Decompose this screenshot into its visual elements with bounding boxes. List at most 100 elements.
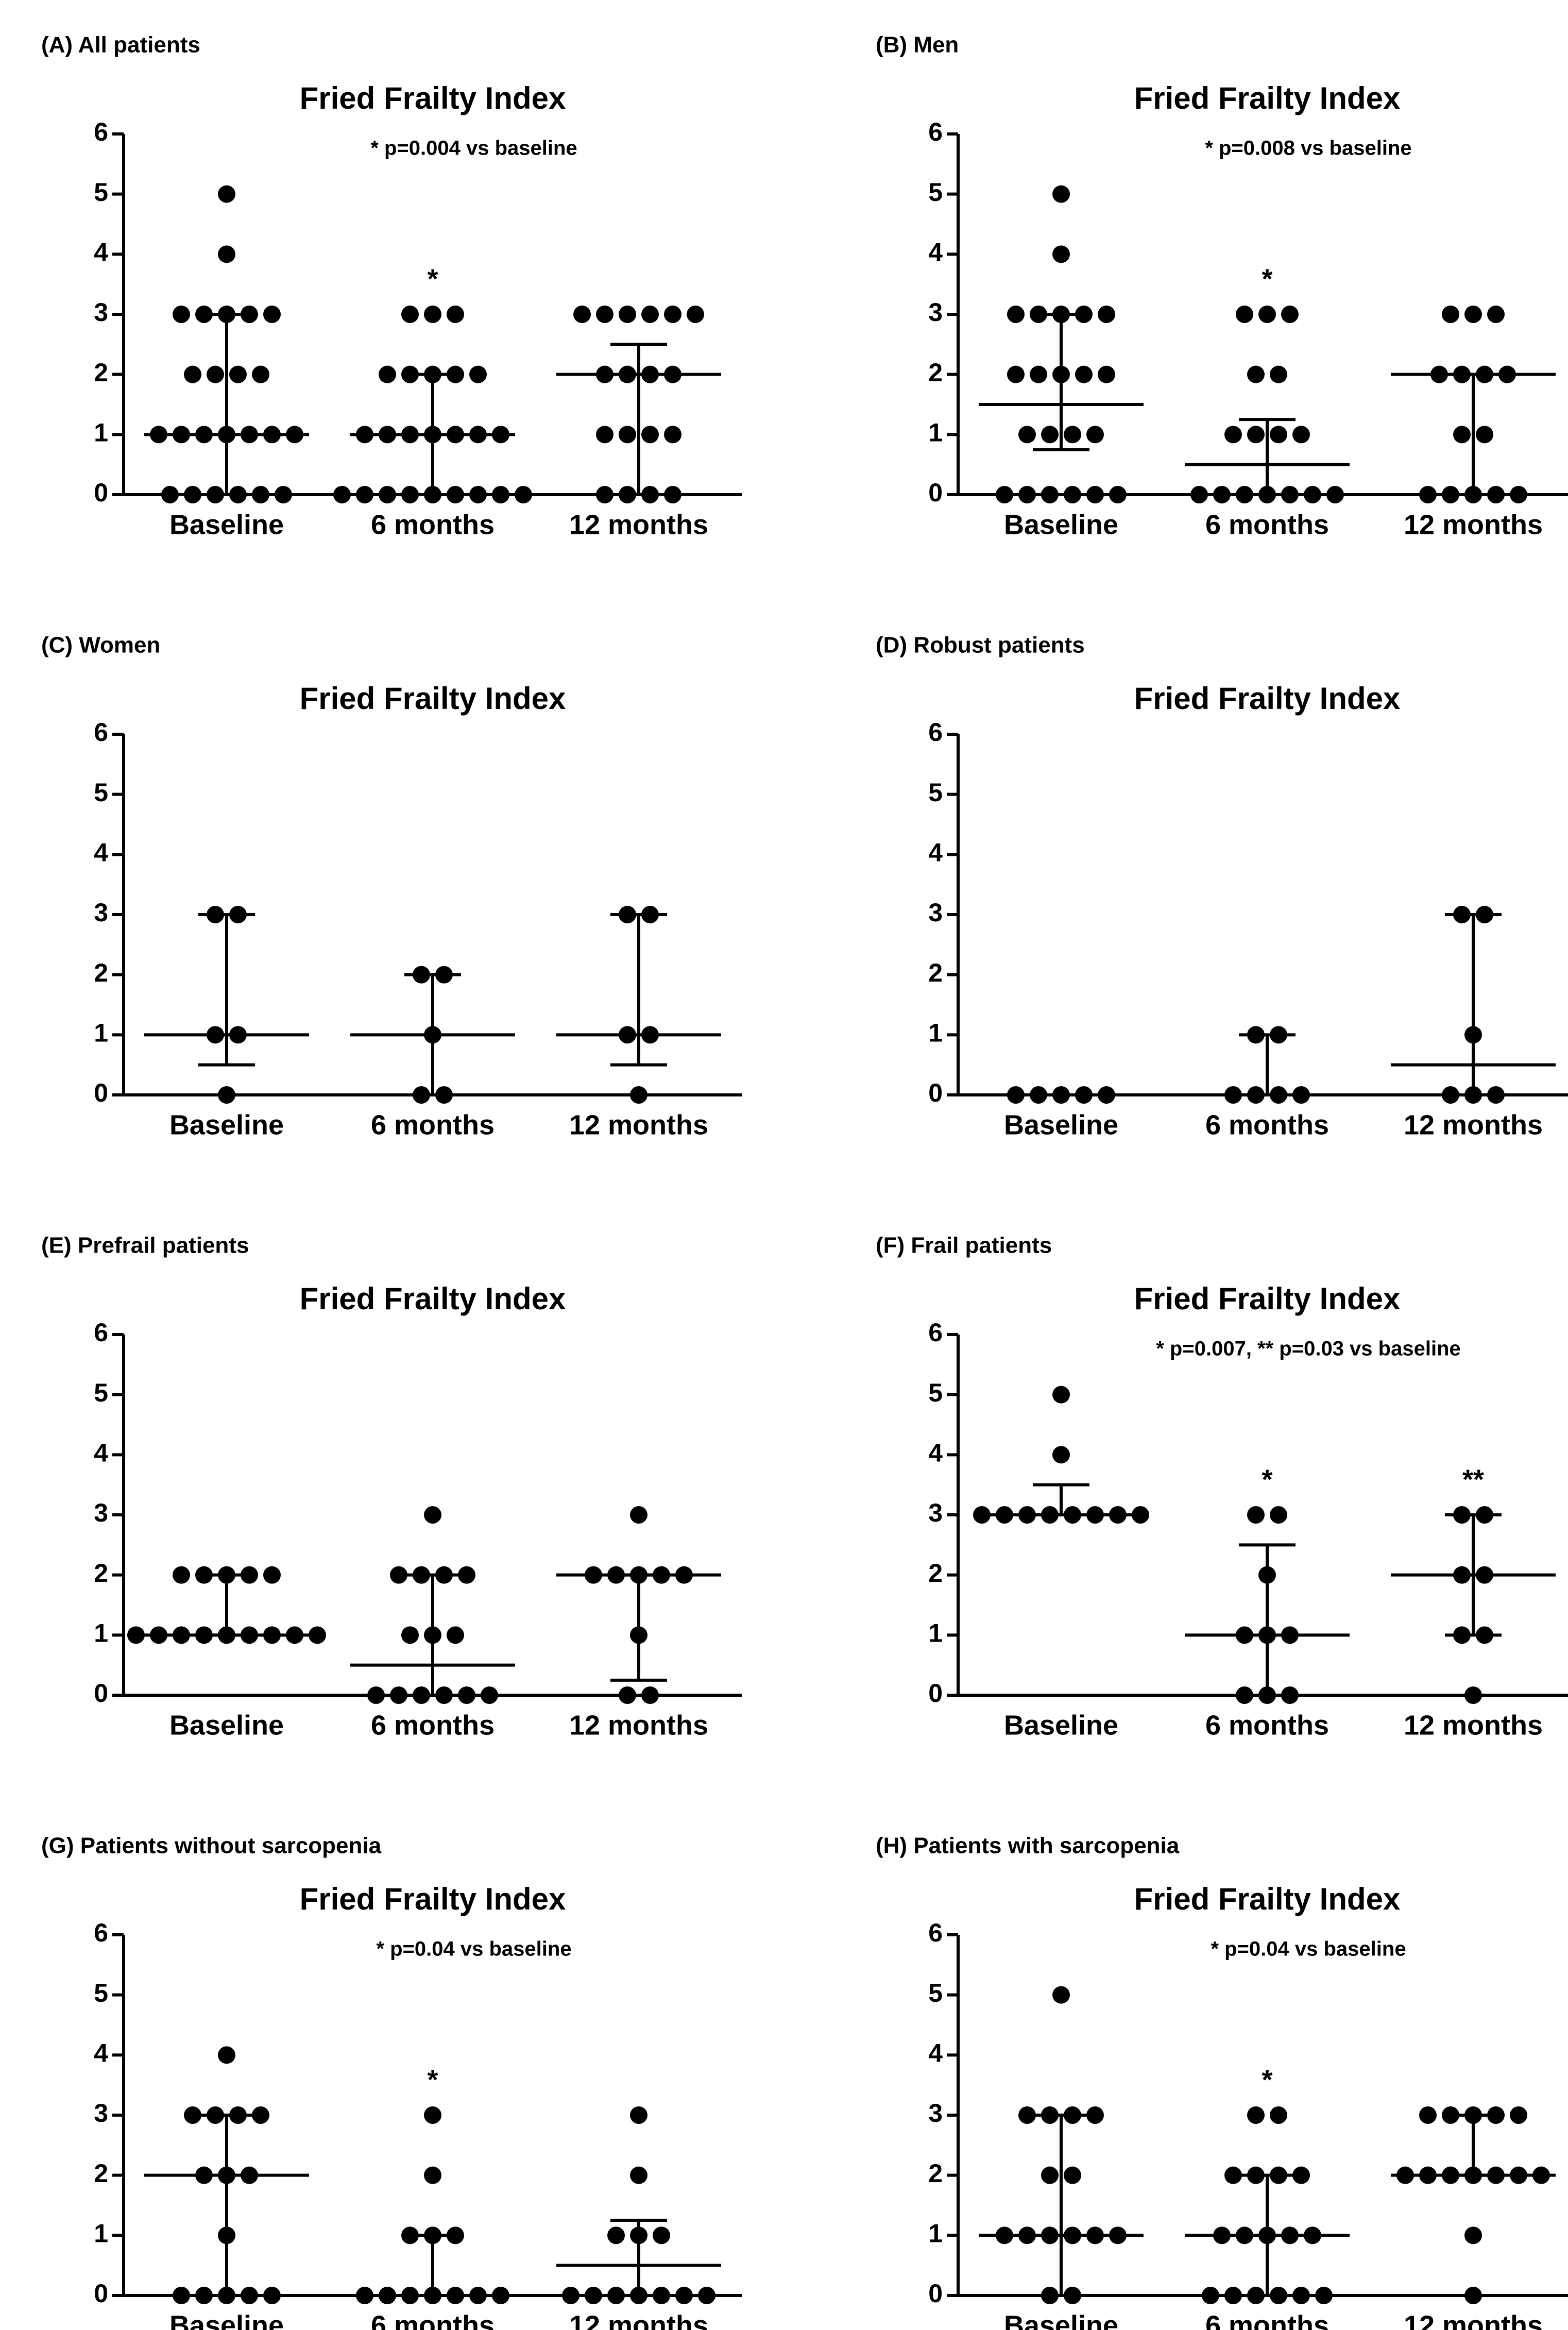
y-tick-label: 0: [928, 1078, 943, 1107]
data-point: [1442, 306, 1459, 323]
data-point: [424, 1506, 441, 1524]
data-point: [263, 1566, 281, 1584]
x-tick-label: 6 months: [1205, 2310, 1329, 2330]
y-tick-label: 6: [94, 1918, 108, 1947]
y-tick-label: 5: [928, 1979, 943, 2007]
data-point: [996, 486, 1013, 503]
y-tick-label: 1: [928, 1019, 943, 1048]
data-point: [263, 306, 281, 323]
panel: (H) Patients with sarcopenia Fried Frailt…: [876, 1833, 1568, 2330]
panel: (A) All patients Fried Frailty Index * p=0…: [41, 32, 742, 540]
y-tick-label: 3: [928, 1498, 943, 1527]
data-point: [1292, 2166, 1310, 2184]
annotation: * p=0.008 vs baseline: [1205, 137, 1411, 160]
y-tick-label: 2: [94, 1559, 108, 1588]
y-tick-label: 1: [94, 418, 108, 447]
data-point: [1041, 426, 1059, 444]
panel-label: (C) Women: [41, 633, 160, 658]
y-tick-label: 0: [928, 478, 943, 507]
data-point: [596, 426, 613, 444]
data-point: [1510, 486, 1527, 503]
data-point: [1086, 486, 1104, 503]
data-point: [630, 1086, 647, 1104]
data-point: [1292, 2287, 1310, 2304]
y-tick-label: 5: [94, 778, 108, 807]
data-point: [675, 2287, 693, 2304]
data-point: [184, 365, 201, 383]
data-point: [1464, 2226, 1482, 2244]
data-point: [619, 426, 636, 444]
data-point: [333, 486, 351, 503]
data-point: [218, 1086, 235, 1104]
x-tick-label: 6 months: [371, 1109, 495, 1140]
data-point: [1464, 1686, 1482, 1704]
y-tick-label: 2: [94, 2159, 108, 2188]
panel-label: (E) Prefrail patients: [41, 1233, 249, 1258]
data-point: [1453, 426, 1471, 444]
y-tick-label: 6: [94, 1318, 108, 1347]
data-point: [1041, 2166, 1059, 2184]
data-point: [1281, 306, 1299, 323]
y-tick-label: 4: [94, 2039, 108, 2068]
panel-label: (D) Robust patients: [876, 633, 1085, 658]
data-point: [447, 306, 464, 323]
y-tick-label: 0: [94, 2279, 108, 2308]
data-point: [390, 1686, 407, 1704]
data-point: [229, 365, 247, 383]
data-point: [1270, 426, 1287, 444]
data-point: [1224, 2166, 1242, 2184]
x-tick-label: 12 months: [569, 2310, 708, 2330]
significance-marker: *: [427, 263, 438, 294]
data-point: [1247, 2106, 1265, 2124]
data-point: [573, 306, 591, 323]
y-tick-label: 2: [928, 358, 943, 387]
chart-title: Fried Frailty Index: [300, 681, 566, 716]
x-tick-label: 12 months: [1404, 1109, 1543, 1140]
x-tick-label: 12 months: [569, 1710, 708, 1741]
chart-title: Fried Frailty Index: [1134, 1281, 1401, 1316]
y-tick-label: 0: [928, 2279, 943, 2308]
data-point: [1064, 486, 1081, 503]
y-tick-label: 3: [94, 1498, 108, 1527]
data-point: [252, 2106, 269, 2124]
data-point: [1464, 2287, 1482, 2304]
data-point: [1018, 426, 1036, 444]
chart-title: Fried Frailty Index: [300, 81, 566, 115]
data-point: [1052, 1446, 1070, 1464]
data-point: [641, 1686, 659, 1704]
x-tick-label: 12 months: [569, 509, 708, 540]
y-tick-label: 6: [928, 718, 943, 747]
data-point: [218, 2046, 235, 2064]
data-point: [515, 486, 532, 503]
data-point: [596, 306, 613, 323]
data-point: [1419, 486, 1437, 503]
x-tick-label: Baseline: [169, 2310, 284, 2330]
y-tick-label: 3: [94, 898, 108, 927]
y-tick-label: 2: [928, 2159, 943, 2188]
data-point: [424, 306, 441, 323]
chart-title: Fried Frailty Index: [1134, 1882, 1401, 1916]
data-point: [698, 2287, 715, 2304]
data-point: [173, 1566, 190, 1584]
y-tick-label: 5: [94, 178, 108, 207]
panel-label: (A) All patients: [41, 32, 200, 58]
data-point: [664, 426, 681, 444]
panel-label: (H) Patients with sarcopenia: [876, 1833, 1180, 1859]
y-tick-label: 3: [94, 2099, 108, 2128]
x-tick-label: Baseline: [169, 1109, 284, 1140]
y-tick-label: 1: [94, 1619, 108, 1648]
data-point: [1052, 1386, 1070, 1404]
annotation: * p=0.007, ** p=0.03 vs baseline: [1156, 1338, 1460, 1360]
y-tick-label: 1: [928, 418, 943, 447]
data-point: [1315, 2287, 1333, 2304]
chart-title: Fried Frailty Index: [1134, 81, 1401, 115]
data-point: [447, 1626, 464, 1644]
data-point: [1258, 306, 1276, 323]
panel: (B) Men Fried Frailty Index * p=0.008 vs b…: [876, 32, 1568, 540]
data-point: [1052, 245, 1070, 263]
data-point: [173, 2287, 190, 2304]
y-tick-label: 3: [928, 898, 943, 927]
y-tick-label: 6: [94, 718, 108, 747]
chart-title: Fried Frailty Index: [300, 1281, 566, 1316]
